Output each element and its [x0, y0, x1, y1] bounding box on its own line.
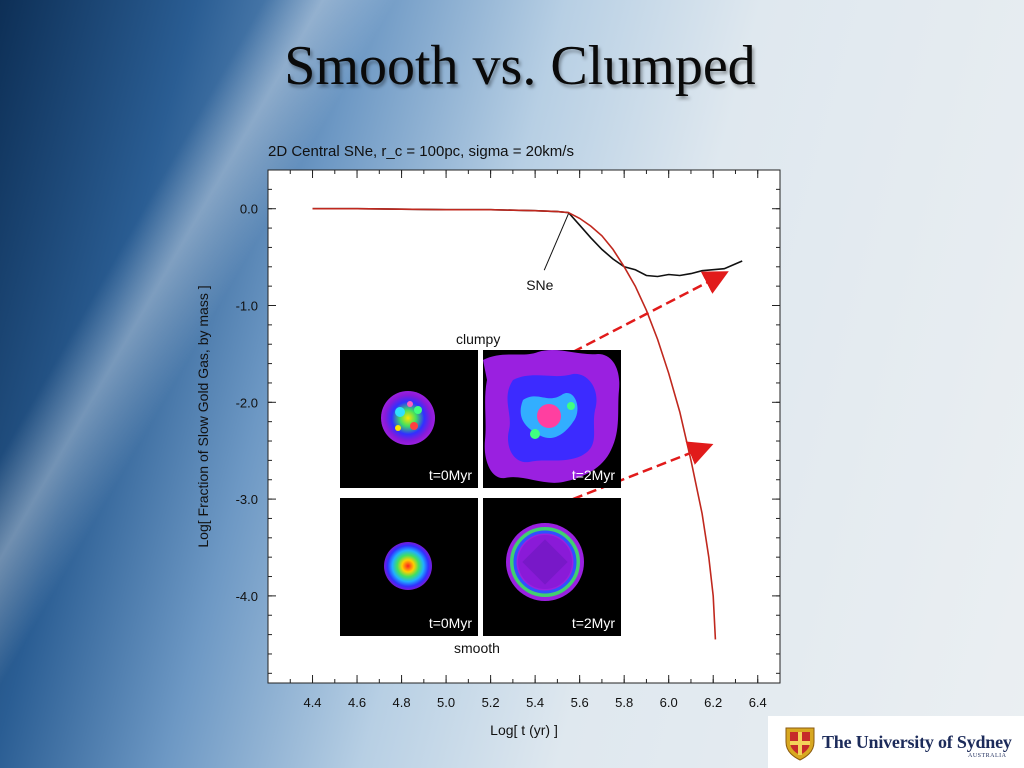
x-tick-label: 5.8 [615, 695, 633, 710]
university-name: The University of Sydney [822, 732, 1012, 752]
smooth-core-image [384, 542, 432, 590]
thumb-label: t=2Myr [571, 467, 615, 483]
y-axis-label: Log[ Fraction of Slow Gold Gas, by mass … [195, 285, 211, 547]
slide-title: Smooth vs. Clumped [284, 35, 756, 97]
x-tick-label: 4.8 [393, 695, 411, 710]
y-tick-label: -2.0 [236, 395, 258, 410]
clumpy-blob-image [381, 391, 435, 445]
x-tick-label: 5.2 [482, 695, 500, 710]
annotation-leader-line [543, 213, 569, 271]
thumb-smooth-t0: t=0Myr [340, 498, 478, 636]
smooth-shell-image [506, 523, 584, 601]
x-tick-label: 4.6 [348, 695, 366, 710]
y-tick-label: -1.0 [236, 299, 258, 314]
highlight-arrow [572, 271, 729, 354]
x-tick-label: 6.4 [749, 695, 767, 710]
x-tick-label: 6.2 [704, 695, 722, 710]
annotation-label: SNe [526, 277, 553, 293]
x-tick-label: 5.6 [571, 695, 589, 710]
university-crest-icon [785, 727, 815, 761]
y-tick-label: 0.0 [240, 202, 258, 217]
smooth-label: smooth [454, 640, 500, 656]
x-tick-label: 5.0 [437, 695, 455, 710]
clumpy-label: clumpy [456, 331, 501, 347]
smooth-series-line [312, 207, 717, 640]
y-tick-label: -3.0 [236, 492, 258, 507]
thumb-label: t=0Myr [428, 467, 472, 483]
x-tick-label: 6.0 [660, 695, 678, 710]
university-subtitle: AUSTRALIA [968, 753, 1007, 759]
thumb-smooth-t2: t=2Myr [483, 498, 621, 636]
x-tick-label: 4.4 [303, 695, 321, 710]
clumpy-turbulent-image [483, 350, 620, 483]
chart-title: 2D Central SNe, r_c = 100pc, sigma = 20k… [268, 143, 574, 160]
thumb-clumpy-t2: t=2Myr [483, 350, 621, 488]
y-tick-label: -4.0 [236, 589, 258, 604]
x-tick-label: 5.4 [526, 695, 544, 710]
highlight-arrow [572, 441, 714, 501]
x-axis-label: Log[ t (yr) ] [490, 722, 558, 738]
thumb-label: t=0Myr [428, 615, 472, 631]
thumb-label: t=2Myr [571, 615, 615, 631]
thumb-clumpy-t0: t=0Myr [340, 350, 478, 488]
university-logo-box [768, 716, 1024, 768]
